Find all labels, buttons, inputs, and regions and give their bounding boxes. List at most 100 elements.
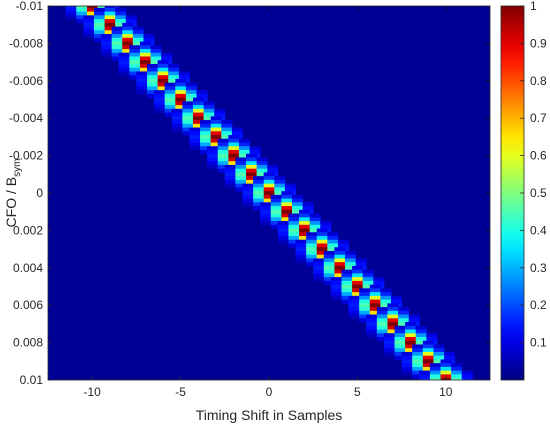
- colorbar-ticks: 0.1 0.2 0.3 0.4 0.5 0.6 0.7 0.8 0.9 1: [520, 0, 547, 350]
- heatmap-cell: [139, 60, 151, 65]
- heatmap-cell: [235, 172, 247, 177]
- heatmap-cell: [405, 348, 417, 353]
- heatmap-cell: [433, 355, 445, 360]
- heatmap-cell: [440, 366, 452, 372]
- heatmap-cell: [118, 60, 130, 65]
- heatmap-cell: [83, 30, 95, 35]
- heatmap-cell: [221, 135, 233, 140]
- heatmap-cell: [394, 351, 406, 357]
- heatmap-cell: [330, 277, 342, 282]
- heatmap-cell: [387, 325, 399, 330]
- heatmap-cell: [207, 146, 219, 151]
- heatmap-cell: [461, 378, 473, 380]
- heatmap-cell: [154, 101, 166, 106]
- heatmap-cell: [235, 164, 247, 170]
- heatmap-cell: [316, 232, 328, 237]
- heatmap-cell: [65, 11, 77, 16]
- heatmap-cell: [451, 374, 463, 379]
- heatmap-cell: [429, 370, 441, 375]
- heatmap-cell: [182, 131, 194, 136]
- heatmap-cell: [362, 277, 374, 282]
- heatmap-cell: [451, 366, 463, 372]
- heatmap-cell: [260, 209, 272, 214]
- heatmap-cell: [302, 202, 314, 207]
- heatmap-cell: [217, 164, 229, 170]
- heatmap-cell: [274, 179, 286, 185]
- heatmap-cell: [111, 30, 123, 35]
- heatmap-cell: [129, 67, 141, 72]
- heatmap-cell: [129, 60, 141, 65]
- heatmap-cell: [316, 243, 328, 248]
- heatmap-cell: [221, 127, 233, 132]
- heatmap-cell: [270, 202, 282, 207]
- heatmap-cell: [426, 336, 438, 342]
- heatmap-cell: [171, 116, 183, 121]
- heatmap-cell: [408, 314, 420, 319]
- heatmap-cell: [246, 153, 258, 158]
- heatmap-cell: [327, 243, 339, 248]
- heatmap-cell: [390, 295, 402, 300]
- heatmap-cell: [111, 49, 123, 54]
- heatmap-cell: [299, 221, 311, 226]
- heatmap-cell: [108, 0, 119, 4]
- heatmap-cell: [369, 295, 381, 300]
- heatmap-cell: [217, 146, 229, 151]
- heatmap-cell: [98, 0, 109, 1]
- heatmap-cell: [334, 250, 346, 256]
- heatmap-cell: [341, 288, 353, 293]
- heatmap-cell: [171, 108, 183, 113]
- colorbar: [501, 6, 524, 380]
- heatmap-cell: [249, 149, 261, 155]
- heatmap-cells: [65, 0, 473, 390]
- y-tick-label: -0.006: [9, 74, 43, 88]
- heatmap-cell: [323, 265, 335, 271]
- heatmap-cell: [101, 37, 113, 42]
- heatmap-cell: [387, 314, 399, 319]
- heatmap-cell: [185, 93, 197, 99]
- heatmap-cell: [462, 386, 473, 390]
- heatmap-cell: [150, 49, 162, 54]
- heatmap-cell: [178, 71, 190, 76]
- heatmap-cell: [320, 224, 332, 229]
- heatmap-cell: [136, 78, 148, 84]
- heatmap-cell: [132, 30, 144, 35]
- heatmap-cell: [380, 295, 392, 300]
- heatmap-cell: [376, 310, 388, 315]
- heatmap-cell: [323, 273, 335, 278]
- heatmap-cell: [192, 123, 204, 128]
- heatmap-cell: [192, 97, 204, 102]
- heatmap-cell: [313, 262, 325, 267]
- heatmap-cell: [136, 86, 148, 91]
- heatmap-cell: [168, 63, 180, 69]
- heatmap-cell: [401, 359, 413, 364]
- heatmap-cell: [235, 176, 247, 181]
- heatmap-cell: [242, 183, 254, 188]
- heatmap-cell: [217, 168, 229, 173]
- heatmap-cell: [150, 60, 162, 65]
- heatmap-cell: [118, 52, 130, 57]
- heatmap-cell: [306, 250, 318, 256]
- heatmap-cell: [217, 153, 229, 158]
- heatmap-cell: [238, 138, 250, 143]
- heatmap-cell: [210, 135, 222, 140]
- heatmap-cell: [118, 63, 130, 69]
- heatmap-cell: [323, 280, 335, 286]
- x-axis: -10 -5 0 5 10: [84, 6, 453, 399]
- heatmap-cell: [291, 209, 303, 214]
- heatmap-cell: [164, 82, 176, 87]
- heatmap-cell: [359, 288, 371, 293]
- heatmap-cell: [210, 127, 222, 132]
- heatmap-cell: [348, 303, 360, 308]
- heatmap-cell: [299, 228, 311, 233]
- heatmap-cell: [200, 131, 212, 136]
- heatmap-cell: [235, 179, 247, 185]
- heatmap-cell: [164, 97, 176, 102]
- heatmap-cell: [327, 236, 339, 241]
- heatmap-cell: [231, 127, 243, 132]
- heatmap-cell: [87, 0, 98, 4]
- heatmap-cell: [104, 7, 116, 13]
- heatmap-cell: [440, 370, 452, 375]
- heatmap-cell: [87, 0, 98, 1]
- heatmap-cell: [334, 254, 346, 259]
- heatmap-cell: [76, 0, 87, 1]
